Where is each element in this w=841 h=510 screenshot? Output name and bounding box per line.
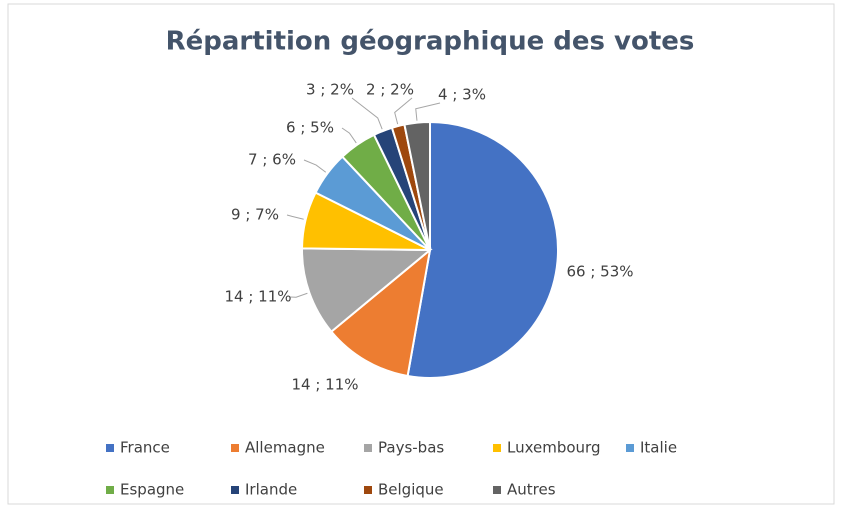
leader-line — [394, 97, 413, 125]
leader-line — [303, 159, 327, 173]
data-label: 4 ; 3% — [438, 86, 486, 104]
leader-line — [351, 97, 383, 130]
data-label: 14 ; 11% — [224, 288, 291, 306]
data-label: 7 ; 6% — [248, 151, 296, 169]
data-label: 6 ; 5% — [286, 119, 334, 137]
data-label: 14 ; 11% — [291, 376, 358, 394]
legend-label: France — [120, 439, 170, 457]
chart-title: Répartition géographique des votes — [166, 27, 695, 57]
legend-swatch — [493, 444, 501, 452]
legend-swatch — [106, 444, 114, 452]
legend-label: Allemagne — [245, 439, 325, 457]
legend-swatch — [493, 486, 501, 494]
legend-swatch — [364, 444, 372, 452]
legend-swatch — [626, 444, 634, 452]
pie-slice — [403, 120, 431, 251]
data-label: 66 ; 53% — [566, 263, 633, 281]
data-label: 2 ; 2% — [366, 81, 414, 99]
data-label: 3 ; 2% — [306, 81, 354, 99]
legend-swatch — [231, 486, 239, 494]
legend-swatch — [106, 486, 114, 494]
legend-label: Belgique — [378, 481, 444, 499]
legend-label: Italie — [640, 439, 677, 457]
data-label: 9 ; 7% — [231, 206, 279, 224]
legend-label: Luxembourg — [507, 439, 601, 457]
legend-label: Espagne — [120, 481, 184, 499]
pie-slice — [406, 120, 559, 379]
pie-slice — [301, 247, 433, 333]
legend-label: Irlande — [245, 481, 297, 499]
legend-label: Pays-bas — [378, 439, 444, 457]
legend-swatch — [231, 444, 239, 452]
pie-slice — [329, 247, 432, 378]
leader-line — [289, 292, 308, 298]
leader-line — [286, 214, 304, 220]
leader-line — [415, 102, 441, 121]
legend-swatch — [364, 486, 372, 494]
leader-line — [341, 127, 357, 144]
legend-label: Autres — [507, 481, 556, 499]
